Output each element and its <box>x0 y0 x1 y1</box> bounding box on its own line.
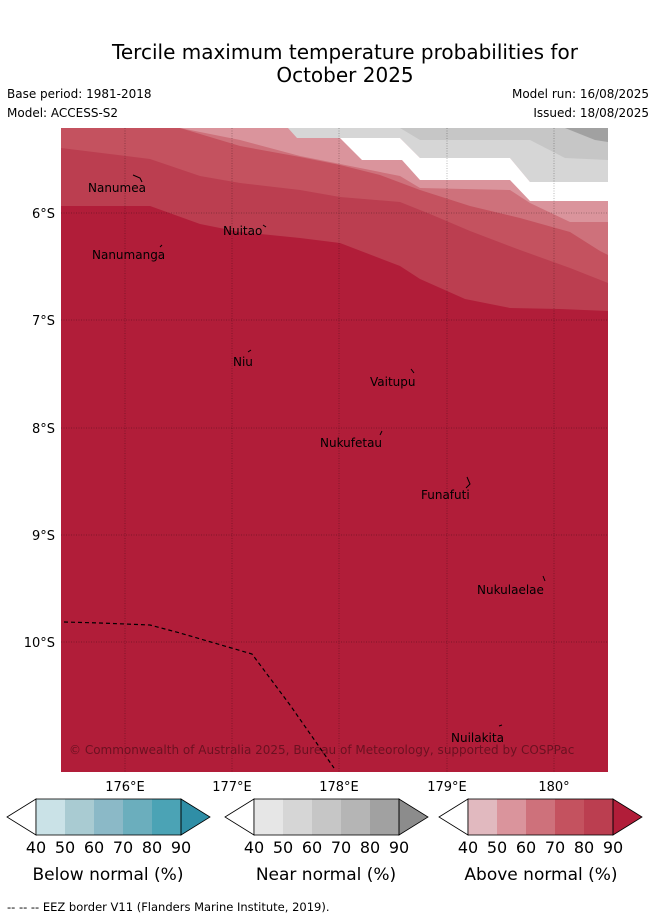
legend-above-over-arrow <box>612 798 643 836</box>
place-label: Nukulaelae <box>477 583 544 597</box>
legend-swatch <box>123 799 152 835</box>
legend-swatch <box>526 799 555 835</box>
white-gap <box>340 138 608 201</box>
lon-label: 179°E <box>427 780 467 795</box>
legend-near-under-arrow <box>224 798 255 836</box>
legend-tick: 40 <box>458 838 478 857</box>
legend-tick: 50 <box>55 838 75 857</box>
legend-title: Near normal (%) <box>256 865 396 885</box>
legend-tick: 50 <box>487 838 507 857</box>
legend-tick: 80 <box>360 838 380 857</box>
legend-tick: 90 <box>171 838 191 857</box>
legend-tick: 90 <box>389 838 409 857</box>
legend-near-over-arrow <box>398 798 429 836</box>
legend-swatch <box>36 799 65 835</box>
lon-label: 178°E <box>319 780 359 795</box>
legend-above-under-arrow <box>438 798 469 836</box>
legend-tick: 80 <box>142 838 162 857</box>
legend-swatch <box>283 799 312 835</box>
title-line-2: October 2025 <box>276 63 414 87</box>
lat-label: 9°S <box>32 529 55 544</box>
legend-tick: 80 <box>574 838 594 857</box>
legend-swatch <box>312 799 341 835</box>
legend-swatch <box>497 799 526 835</box>
legend-tick: 70 <box>331 838 351 857</box>
graticule <box>61 128 608 772</box>
island-niu <box>247 349 252 353</box>
legend-swatch <box>65 799 94 835</box>
legend-tick: 90 <box>603 838 623 857</box>
lon-label: 177°E <box>212 780 252 795</box>
legend-tick: 40 <box>244 838 264 857</box>
island-nuitao <box>262 224 267 228</box>
region-near-80 <box>565 128 608 142</box>
region-near-50 <box>288 128 608 182</box>
legend-swatch <box>468 799 497 835</box>
lon-label: 180° <box>538 780 569 795</box>
legend-tick: 70 <box>545 838 565 857</box>
map-title: Tercile maximum temperature probabilitie… <box>0 41 655 87</box>
legend-swatch <box>584 799 613 835</box>
issued-date: Issued: 18/08/2025 <box>533 106 649 120</box>
legend-near-normal: 40 50 60 70 80 90 Near normal (%) <box>224 798 429 885</box>
legend-title: Above normal (%) <box>464 865 617 885</box>
legend-tick: 60 <box>302 838 322 857</box>
island-nanumea <box>132 174 143 183</box>
lat-label: 8°S <box>32 422 55 437</box>
model-name: Model: ACCESS-S2 <box>7 106 119 120</box>
lat-label: 7°S <box>32 314 55 329</box>
island-nuilakita <box>498 724 503 727</box>
legend-tick: 60 <box>516 838 536 857</box>
place-label: Nuitao <box>223 224 262 238</box>
legend-tick: 60 <box>84 838 104 857</box>
island-nukufetau <box>379 430 383 436</box>
island-nanumanga <box>159 244 163 248</box>
legend-swatch <box>94 799 123 835</box>
title-line-1: Tercile maximum temperature probabilitie… <box>112 40 578 64</box>
legend-title: Below normal (%) <box>33 865 184 885</box>
legend-below-normal: 40 50 60 70 80 90 Below normal (%) <box>6 798 211 885</box>
legend-swatch <box>341 799 370 835</box>
island-vaitupu <box>410 368 415 374</box>
model-run: Model run: 16/08/2025 <box>511 87 649 101</box>
place-label: Nanumea <box>88 181 146 195</box>
place-label: Vaitupu <box>370 375 416 389</box>
eez-footnote: -- -- -- EEZ border V11 (Flanders Marine… <box>7 900 330 914</box>
place-label: Nukufetau <box>320 436 382 450</box>
legend-above-normal: 40 50 60 70 80 90 Above normal (%) <box>438 798 643 885</box>
lat-label: 10°S <box>24 636 55 651</box>
legend-tick: 50 <box>273 838 293 857</box>
legend-tick: 40 <box>26 838 46 857</box>
legend-swatch <box>370 799 399 835</box>
legend-below-under-arrow <box>6 798 37 836</box>
place-label: Nuilakita <box>451 731 504 745</box>
legend-swatch <box>555 799 584 835</box>
island-markers <box>132 174 546 727</box>
legend-below-over-arrow <box>180 798 211 836</box>
lat-label: 6°S <box>32 207 55 222</box>
island-nukulaelae <box>542 575 546 582</box>
base-period: Base period: 1981-2018 <box>7 87 152 101</box>
legend-swatch <box>152 799 181 835</box>
island-funafuti <box>465 476 471 489</box>
legend-tick: 70 <box>113 838 133 857</box>
place-label: Nanumanga <box>92 248 165 262</box>
legend-swatch <box>254 799 283 835</box>
place-label: Niu <box>233 355 253 369</box>
lon-label: 176°E <box>105 780 145 795</box>
region-near-60 <box>350 128 608 160</box>
place-label: Funafuti <box>421 488 470 502</box>
copyright-text: © Commonwealth of Australia 2025, Bureau… <box>69 743 574 757</box>
eez-border <box>63 621 335 769</box>
